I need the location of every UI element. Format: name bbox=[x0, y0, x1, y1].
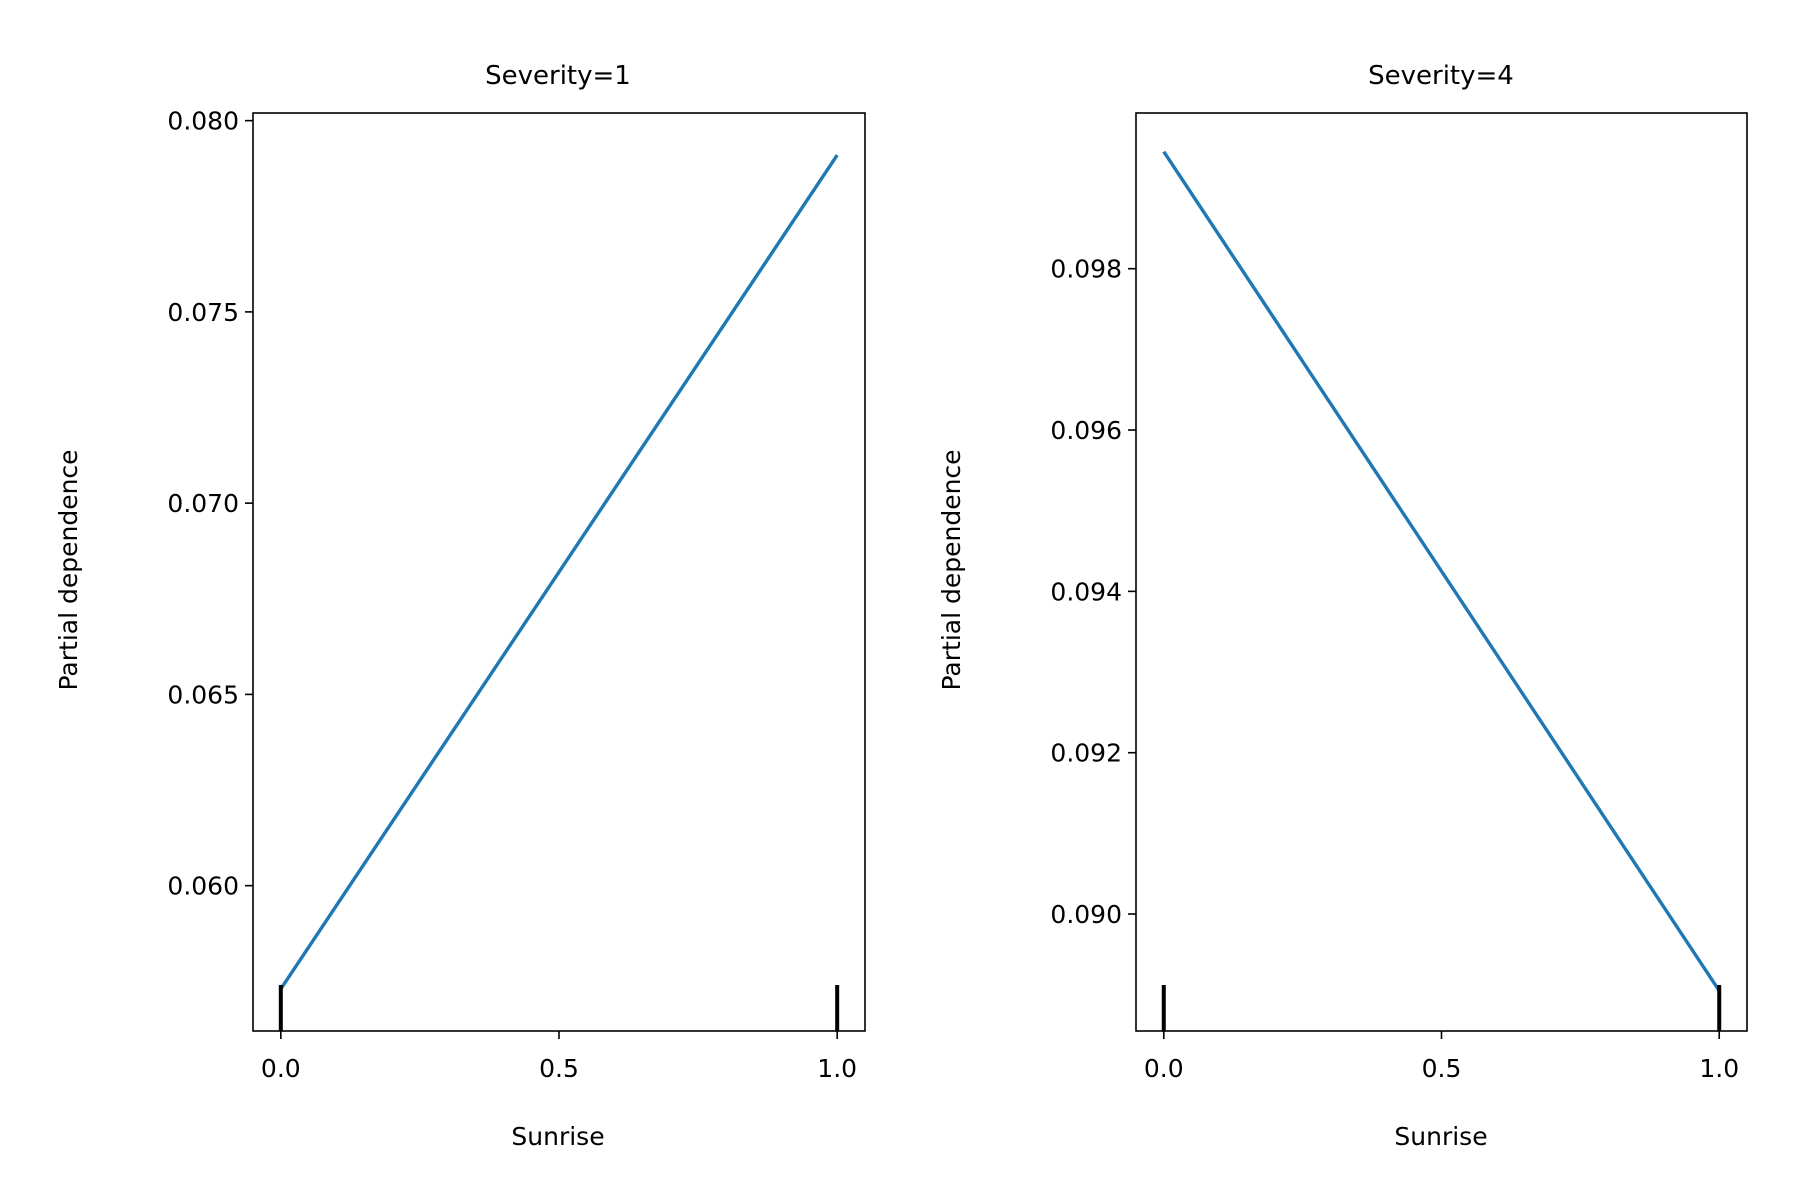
y-tick-label: 0.092 bbox=[1050, 739, 1122, 768]
y-axis-label: Partial dependence bbox=[54, 449, 83, 690]
x-axis-label: Sunrise bbox=[1394, 1122, 1487, 1151]
x-tick-label: 1.0 bbox=[1699, 1054, 1739, 1083]
y-axis-label: Partial dependence bbox=[937, 449, 966, 690]
y-tick-label: 0.090 bbox=[1050, 900, 1122, 929]
y-tick-label: 0.080 bbox=[167, 107, 239, 136]
y-tick-label: 0.070 bbox=[167, 489, 239, 518]
panel-title: Severity=1 bbox=[485, 61, 631, 91]
series-line bbox=[1162, 150, 1721, 992]
plot-area: 0.0 0.5 1.0 0.060 0.065 0.070 0.075 0.080 bbox=[167, 107, 866, 1083]
panel-severity-1: Severity=1 Sunrise Partial dependence 0.… bbox=[54, 61, 866, 1151]
y-tick-label: 0.075 bbox=[167, 298, 239, 327]
x-tick-label: 0.0 bbox=[261, 1054, 301, 1083]
y-tick-label: 0.098 bbox=[1050, 255, 1122, 284]
x-tick-label: 0.5 bbox=[1422, 1054, 1462, 1083]
series-line bbox=[279, 154, 839, 990]
x-tick-label: 0.5 bbox=[539, 1054, 579, 1083]
plot-area: 0.0 0.5 1.0 0.090 0.092 0.094 0.096 0.098 bbox=[1050, 112, 1748, 1083]
y-tick-label: 0.065 bbox=[167, 680, 239, 709]
x-tick-label: 1.0 bbox=[817, 1054, 857, 1083]
y-tick-label: 0.096 bbox=[1050, 416, 1122, 445]
y-tick-label: 0.060 bbox=[167, 872, 239, 901]
x-axis-label: Sunrise bbox=[511, 1122, 604, 1151]
panel-severity-4: Severity=4 Sunrise Partial dependence 0.… bbox=[937, 61, 1748, 1151]
panel-title: Severity=4 bbox=[1368, 61, 1514, 91]
y-tick-label: 0.094 bbox=[1050, 577, 1122, 606]
x-tick-label: 0.0 bbox=[1144, 1054, 1184, 1083]
axes-frame bbox=[252, 112, 866, 1032]
axes-frame bbox=[1135, 112, 1748, 1032]
